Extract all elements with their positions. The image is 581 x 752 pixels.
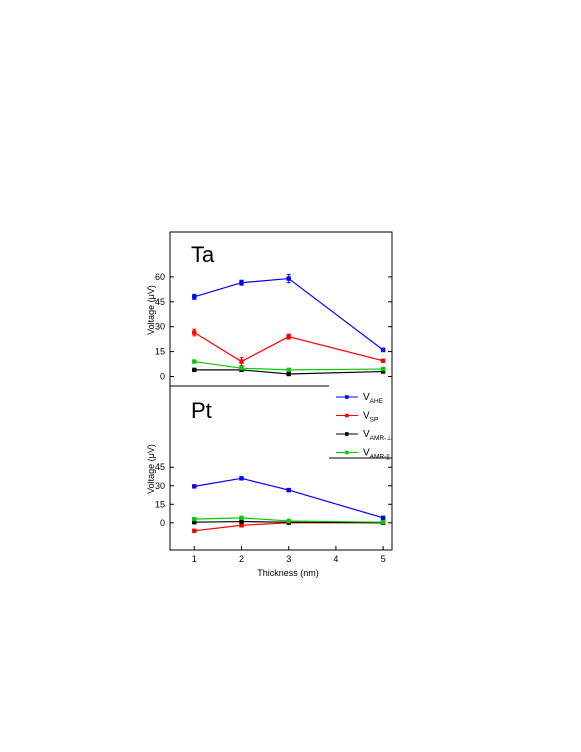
legend-label: VAMR-⊥ xyxy=(363,429,392,442)
y-tick-label: 15 xyxy=(155,499,165,509)
data-point xyxy=(239,280,244,285)
legend-label-main: V xyxy=(363,411,370,422)
legend-marker xyxy=(345,395,349,399)
y-tick-label: 15 xyxy=(155,347,165,357)
y-tick-label: 45 xyxy=(155,297,165,307)
series-line-ta-amr-par xyxy=(194,360,384,371)
legend-label-main: V xyxy=(363,392,370,403)
legend-label-main: V xyxy=(363,429,370,440)
panel-label-pt: Pt xyxy=(191,398,212,423)
series-line-pt-amr-par xyxy=(194,517,384,523)
panel-label-ta: Ta xyxy=(191,242,215,267)
x-tick-label: 2 xyxy=(239,554,244,564)
data-point xyxy=(286,367,291,373)
data-point xyxy=(380,347,386,353)
legend-marker xyxy=(345,413,349,418)
y-tick-label: 30 xyxy=(155,322,165,332)
data-point xyxy=(239,476,244,481)
data-point xyxy=(192,294,197,300)
data-point xyxy=(239,359,244,364)
data-point xyxy=(239,523,244,528)
data-point xyxy=(239,515,244,521)
data-point xyxy=(380,515,386,521)
y-tick-label: 45 xyxy=(155,462,165,472)
data-point xyxy=(380,519,386,525)
legend-label-sub: AHE xyxy=(370,398,384,405)
x-tick-label: 3 xyxy=(286,554,291,564)
legend-label-sub: AMR-⊥ xyxy=(370,435,393,442)
legend-marker xyxy=(345,432,349,436)
x-tick-label: 1 xyxy=(192,554,197,564)
y-tick-label: 0 xyxy=(160,518,165,528)
legend-label-main: V xyxy=(363,448,370,459)
series-line-pt-ahe xyxy=(194,477,384,519)
plot-frame xyxy=(169,231,393,551)
series-line-ta-ahe xyxy=(194,277,384,351)
data-point xyxy=(286,518,291,524)
data-point xyxy=(239,519,244,524)
y-tick-label: 60 xyxy=(155,272,165,282)
x-tick-label: 4 xyxy=(333,554,338,564)
legend-label: VAHE xyxy=(363,392,384,405)
data-point xyxy=(286,276,291,281)
y-tick-label: 30 xyxy=(155,481,165,491)
data-point xyxy=(192,359,197,364)
legend-marker xyxy=(345,450,349,455)
data-point xyxy=(380,369,386,374)
data-point xyxy=(286,487,291,493)
data-point xyxy=(380,358,386,363)
data-point xyxy=(192,330,197,335)
data-point xyxy=(192,367,197,373)
x-tick-label: 5 xyxy=(381,554,386,564)
data-point xyxy=(192,519,197,525)
data-point xyxy=(286,334,291,339)
data-point xyxy=(286,371,291,377)
data-point xyxy=(239,366,244,371)
data-point xyxy=(192,484,197,489)
y-axis-label-ta: Voltage (μV) xyxy=(146,285,156,335)
data-point xyxy=(192,516,197,522)
legend-label-sub: SP xyxy=(370,417,379,424)
legend-label: VSP xyxy=(363,411,378,424)
y-axis-label-pt: Voltage (μV) xyxy=(146,444,156,494)
legend-label: VAMR-|| xyxy=(363,448,390,461)
data-point xyxy=(380,366,386,372)
series-line-pt-amr-perp xyxy=(194,520,384,524)
legend-label-sub: AMR-|| xyxy=(370,454,390,461)
x-axis-label: Thickness (nm) xyxy=(257,568,319,578)
data-point xyxy=(192,528,197,534)
series-line-ta-sp xyxy=(193,331,384,363)
series-line-ta-amr-perp xyxy=(194,369,384,375)
y-tick-label: 0 xyxy=(160,372,165,382)
